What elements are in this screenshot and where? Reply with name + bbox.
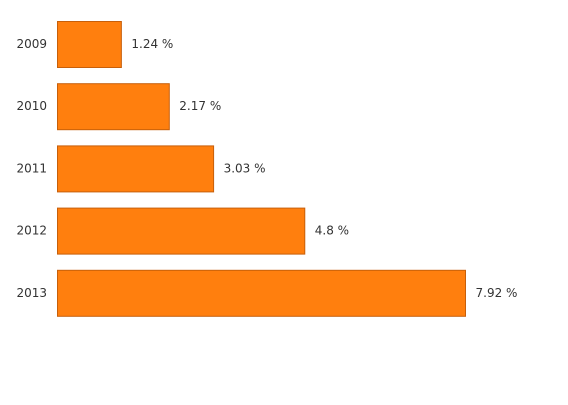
value-label-2012: 4.8 % <box>315 224 349 238</box>
category-label-2013: 2013 <box>16 286 47 300</box>
category-label-2010: 2010 <box>16 99 47 113</box>
value-label-2013: 7.92 % <box>476 286 518 300</box>
category-label-2011: 2011 <box>16 161 47 175</box>
bar-2009 <box>57 21 122 68</box>
category-label-2012: 2012 <box>16 224 47 238</box>
value-label-2009: 1.24 % <box>131 37 173 51</box>
value-label-2011: 3.03 % <box>224 161 266 175</box>
bar-2010 <box>57 83 170 131</box>
bar-2012 <box>57 207 306 255</box>
bar-2011 <box>57 145 215 193</box>
bar-2013 <box>57 269 466 317</box>
value-label-2010: 2.17 % <box>179 99 221 113</box>
category-label-2009: 2009 <box>16 37 47 51</box>
